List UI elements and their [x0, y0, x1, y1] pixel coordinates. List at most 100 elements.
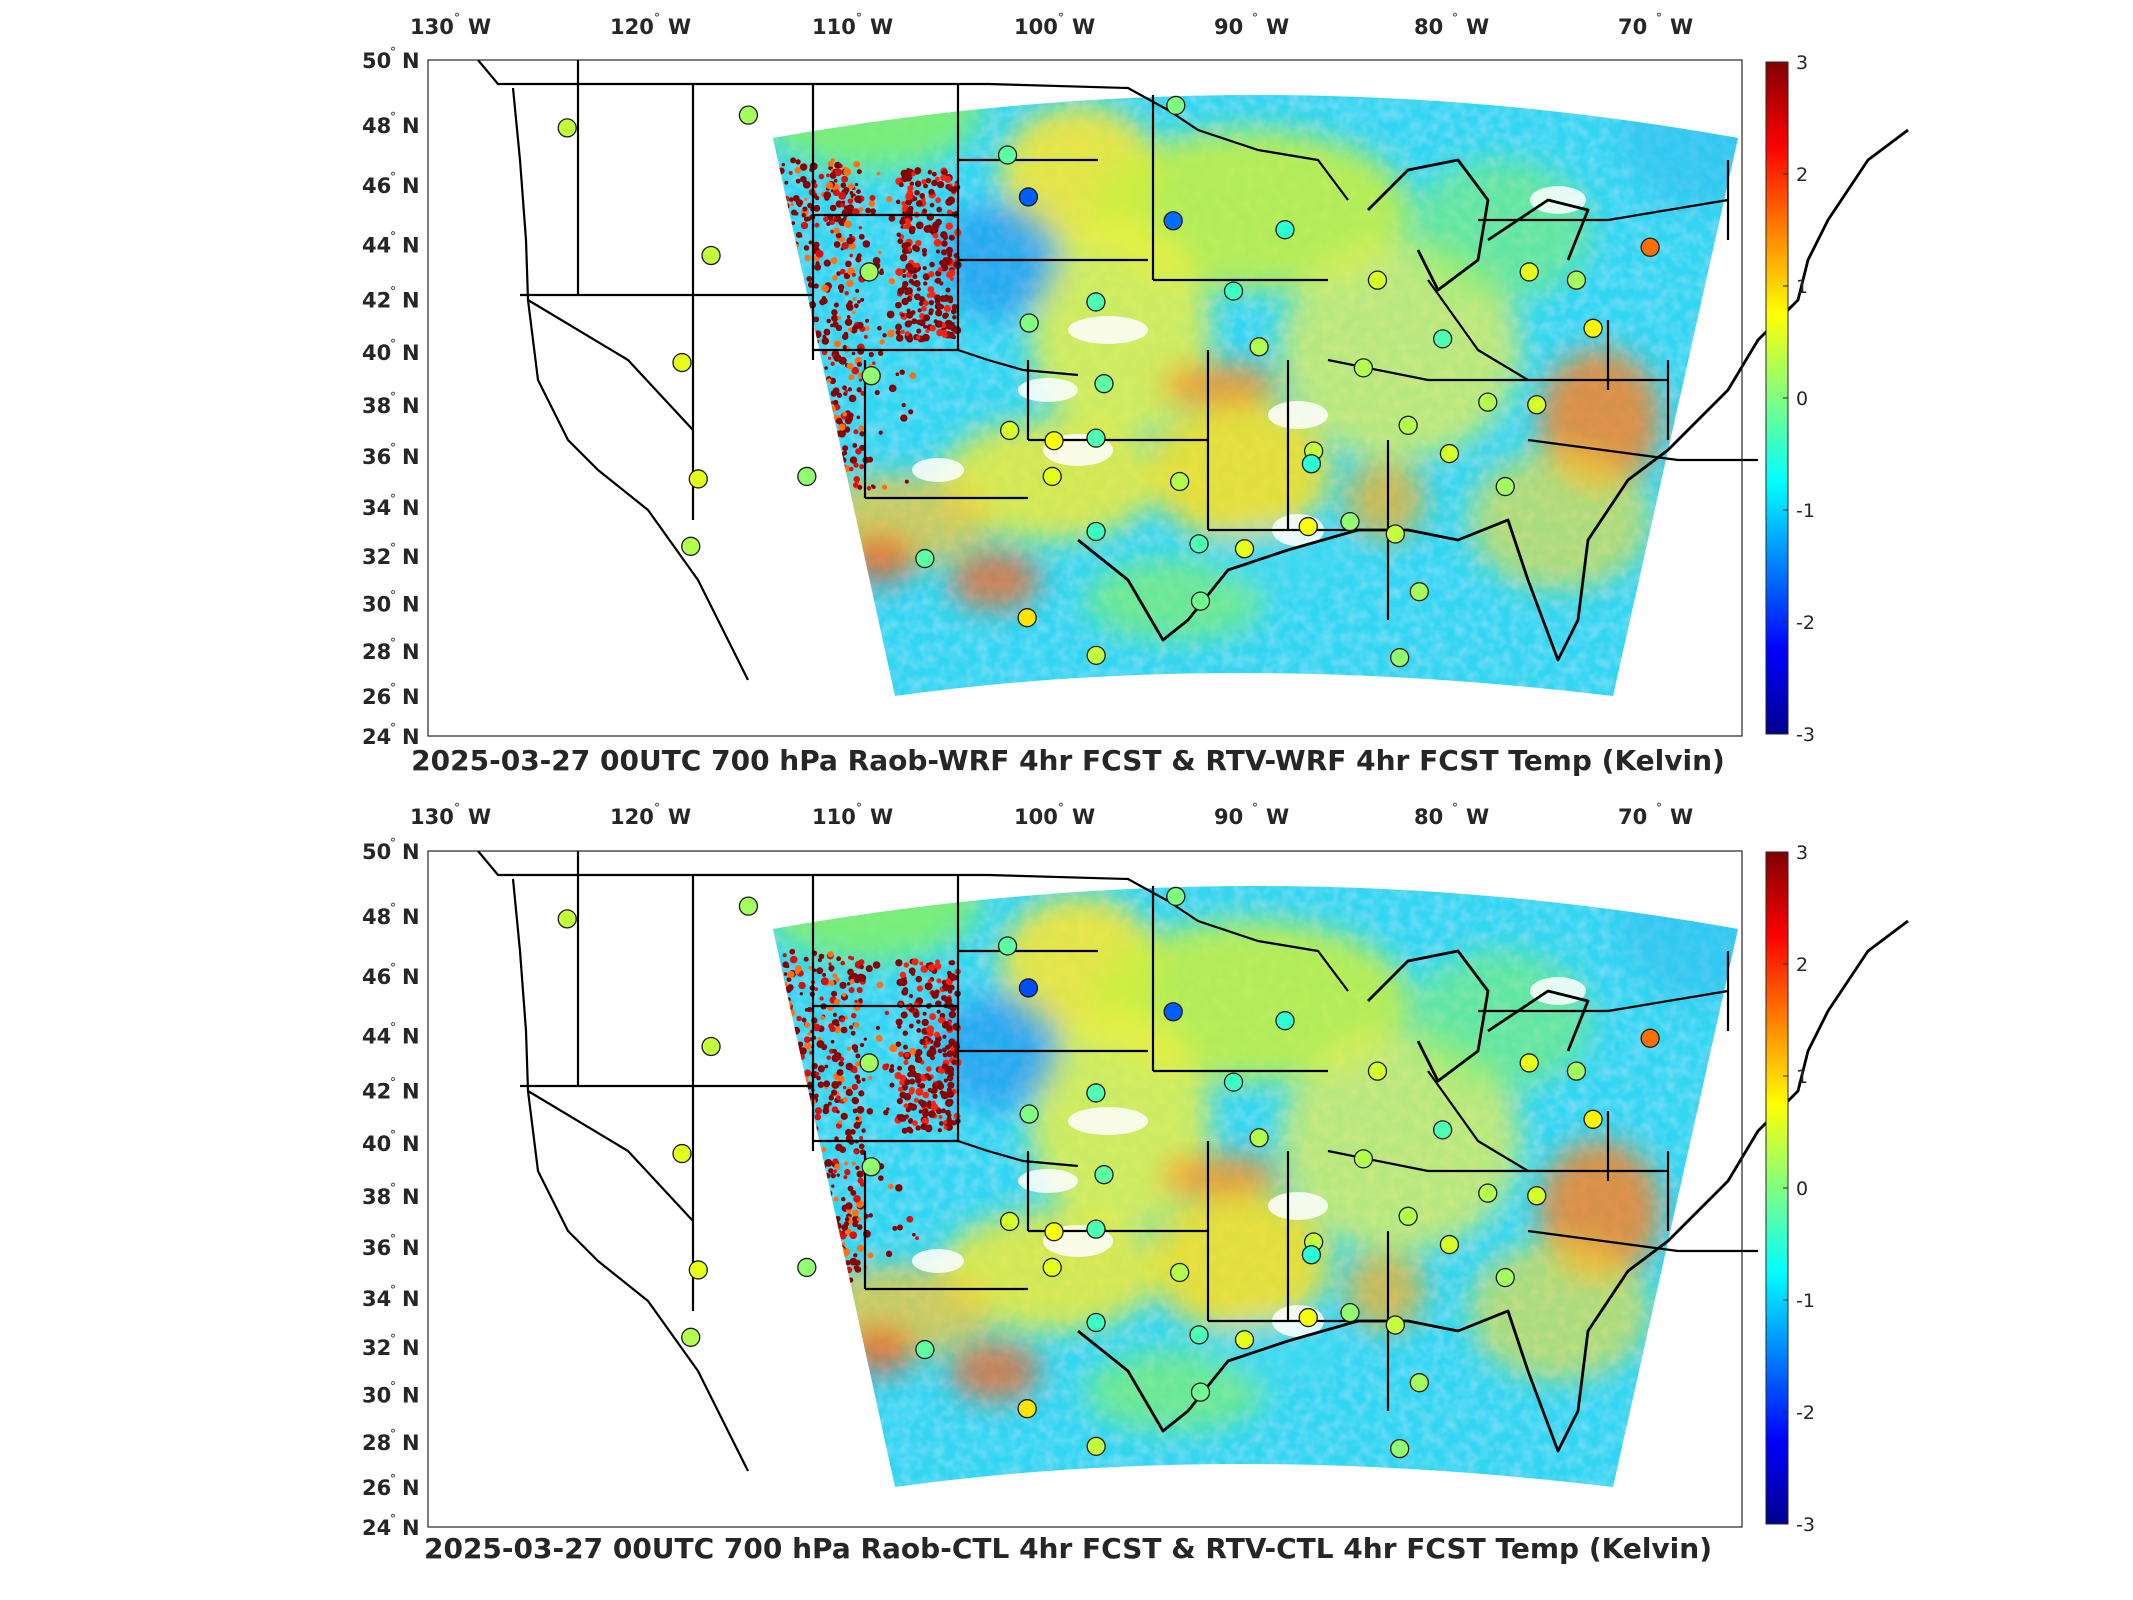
svg-text:N: N	[402, 685, 420, 709]
station-marker	[1390, 647, 1410, 668]
station-marker	[1519, 262, 1539, 282]
lat-tick-label: 32° N	[362, 1332, 420, 1360]
station-marker	[1275, 220, 1295, 240]
svg-text:N: N	[402, 1431, 420, 1455]
lon-tick-label: 120 ° W	[610, 11, 691, 39]
station-marker	[1385, 1315, 1405, 1335]
colorbar-tick-label: 3	[1796, 842, 1808, 864]
station-marker	[1086, 1219, 1106, 1239]
svg-text:N: N	[402, 174, 420, 198]
svg-text:°: °	[390, 681, 396, 695]
svg-text:N: N	[402, 496, 420, 520]
station-marker	[701, 1036, 721, 1057]
station-marker	[1439, 443, 1460, 464]
lon-tick-label: 80 ° W	[1414, 11, 1489, 39]
lon-tick-label: 130 ° W	[410, 801, 491, 829]
colorbar-tick-label: -1	[1796, 1290, 1815, 1312]
station-marker	[1495, 1267, 1515, 1288]
svg-text:W: W	[1670, 15, 1693, 39]
station-marker	[1223, 1072, 1244, 1092]
svg-text:130: 130	[410, 15, 454, 39]
svg-text:°: °	[390, 492, 396, 506]
station-marker	[1367, 270, 1388, 290]
svg-text:°: °	[1252, 801, 1258, 815]
svg-text:W: W	[668, 15, 691, 39]
station-marker	[1566, 270, 1587, 290]
svg-text:28: 28	[362, 640, 391, 664]
colorbar-tick-label: -3	[1796, 724, 1815, 746]
svg-text:90: 90	[1214, 15, 1243, 39]
lon-tick-label: 110 ° W	[812, 801, 893, 829]
station-marker	[1234, 539, 1255, 559]
station-marker	[1249, 1128, 1269, 1148]
svg-text:80: 80	[1414, 805, 1443, 829]
temperature-field	[773, 886, 1738, 1487]
svg-text:°: °	[1656, 11, 1662, 25]
svg-text:°: °	[390, 836, 396, 850]
svg-text:36: 36	[362, 445, 391, 469]
svg-text:°: °	[390, 1181, 396, 1195]
station-marker	[1249, 337, 1269, 357]
map-panel-top: 2025-03-27 00UTC 700 hPa Raob-WRF 4hr FC…	[362, 11, 1909, 777]
svg-text:40: 40	[362, 1132, 391, 1156]
svg-text:°: °	[390, 1232, 396, 1246]
station-marker	[1019, 313, 1039, 333]
station-marker	[1583, 318, 1603, 338]
state-borders	[477, 59, 1909, 681]
svg-text:°: °	[390, 1283, 396, 1297]
svg-text:90: 90	[1214, 805, 1243, 829]
station-marker	[1340, 1302, 1360, 1323]
station-marker	[1527, 395, 1547, 415]
colorbar-tick-label: 1	[1796, 1066, 1808, 1088]
colorbar-tick-label: -3	[1796, 1514, 1815, 1536]
lon-tick-label: 90 ° W	[1214, 801, 1289, 829]
svg-text:N: N	[402, 545, 420, 569]
lat-tick-label: 28° N	[362, 1427, 420, 1455]
svg-text:120: 120	[610, 805, 654, 829]
station-marker	[1166, 886, 1186, 907]
station-marker	[1398, 1206, 1418, 1226]
svg-text:W: W	[1670, 805, 1693, 829]
svg-text:N: N	[402, 1132, 420, 1156]
svg-text:46: 46	[362, 174, 391, 198]
station-marker	[672, 1143, 692, 1164]
svg-text:N: N	[402, 234, 420, 258]
station-marker	[1390, 1438, 1410, 1459]
colorbar-tick-label: 0	[1796, 388, 1808, 410]
svg-text:N: N	[402, 1384, 420, 1408]
station-marker	[1018, 978, 1039, 998]
svg-text:N: N	[402, 114, 420, 138]
lat-tick-label: 24° N	[362, 721, 420, 749]
svg-text:°: °	[856, 11, 862, 25]
map-panel-bottom: 2025-03-27 00UTC 700 hPa Raob-CTL 4hr FC…	[362, 801, 1909, 1565]
svg-text:34: 34	[362, 496, 391, 520]
station-marker	[557, 118, 577, 138]
lon-tick-label: 130 ° W	[410, 11, 491, 39]
station-marker	[1432, 1120, 1453, 1140]
station-marker	[1190, 591, 1211, 611]
svg-text:°: °	[1656, 801, 1662, 815]
svg-text:28: 28	[362, 1431, 391, 1455]
svg-text:N: N	[402, 593, 420, 617]
lat-tick-label: 30° N	[362, 1380, 420, 1408]
station-marker	[859, 1053, 879, 1073]
station-marker	[1189, 1325, 1209, 1345]
svg-text:°: °	[454, 11, 460, 25]
svg-text:110: 110	[812, 805, 856, 829]
station-marker	[681, 1327, 701, 1347]
svg-text:W: W	[1466, 805, 1489, 829]
station-marker	[861, 366, 881, 386]
colorbar-tick-label: 0	[1796, 1178, 1808, 1200]
station-marker	[1353, 1149, 1374, 1169]
lon-tick-label: 110 ° W	[812, 11, 893, 39]
station-marker	[1583, 1109, 1603, 1129]
station-marker	[1566, 1061, 1587, 1081]
station-marker	[1017, 608, 1037, 628]
svg-text:°: °	[390, 284, 396, 298]
svg-text:N: N	[402, 1079, 420, 1103]
station-marker	[1042, 466, 1062, 487]
svg-text:30: 30	[362, 593, 391, 617]
svg-text:N: N	[402, 394, 420, 418]
lat-tick-label: 44° N	[362, 1021, 420, 1049]
colorbar-tick-label: -1	[1796, 500, 1815, 522]
